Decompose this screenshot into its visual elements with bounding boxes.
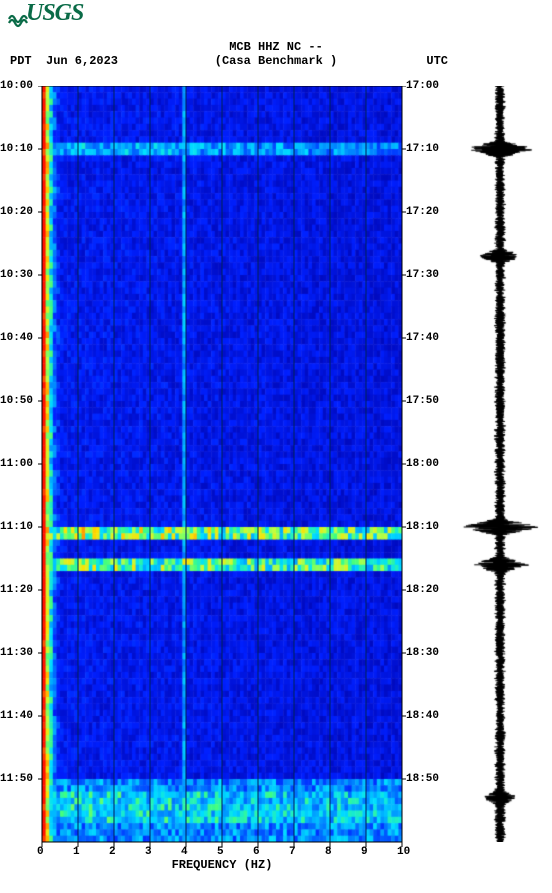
left-time-tick: 11:20 [0,584,33,596]
freq-tick: 1 [73,846,80,858]
freq-tick: 9 [361,846,368,858]
freq-tick: 7 [289,846,296,858]
left-time-tick: 11:40 [0,710,33,722]
freq-tick: 10 [397,846,410,858]
right-time-tick: 18:40 [406,710,439,722]
left-time-tick: 11:00 [0,458,33,470]
chart-header: MCB HHZ NC -- PDT Jun 6,2023 (Casa Bench… [0,40,552,68]
right-time-tick: 17:20 [406,206,439,218]
right-time-tick: 17:40 [406,332,439,344]
spectrogram-canvas [42,86,402,842]
left-time-tick: 10:20 [0,206,33,218]
right-time-tick: 18:00 [406,458,439,470]
right-time-tick: 18:30 [406,647,439,659]
right-time-tick: 18:50 [406,773,439,785]
left-time-tick: 10:00 [0,80,33,92]
right-time-tick: 17:50 [406,395,439,407]
freq-tick: 2 [109,846,116,858]
left-time-tick: 11:50 [0,773,33,785]
freq-tick: 6 [253,846,260,858]
left-time-tick: 11:30 [0,647,33,659]
right-time-tick: 17:00 [406,80,439,92]
right-time-tick: 17:30 [406,269,439,281]
usgs-logo: USGS [4,2,61,29]
left-time-tick: 10:50 [0,395,33,407]
freq-tick: 5 [217,846,224,858]
left-time-tick: 11:10 [0,521,33,533]
right-time-tick: 17:10 [406,143,439,155]
usgs-logo-text: USGS [26,0,83,26]
left-time-tick: 10:10 [0,143,33,155]
date-label: Jun 6,2023 [46,54,118,68]
left-tz-label: PDT [10,54,32,68]
seismogram-canvas [460,86,540,842]
freq-tick: 3 [145,846,152,858]
freq-tick: 0 [37,846,44,858]
left-time-tick: 10:40 [0,332,33,344]
frequency-axis-label: FREQUENCY (HZ) [42,858,402,872]
left-time-tick: 10:30 [0,269,33,281]
right-time-tick: 18:10 [406,521,439,533]
freq-tick: 4 [181,846,188,858]
spectrogram-plot [42,86,402,842]
right-time-tick: 18:20 [406,584,439,596]
station-line: MCB HHZ NC -- [0,40,552,54]
seismogram-plot [460,86,540,842]
freq-tick: 8 [325,846,332,858]
right-tz-label: UTC [426,54,448,68]
